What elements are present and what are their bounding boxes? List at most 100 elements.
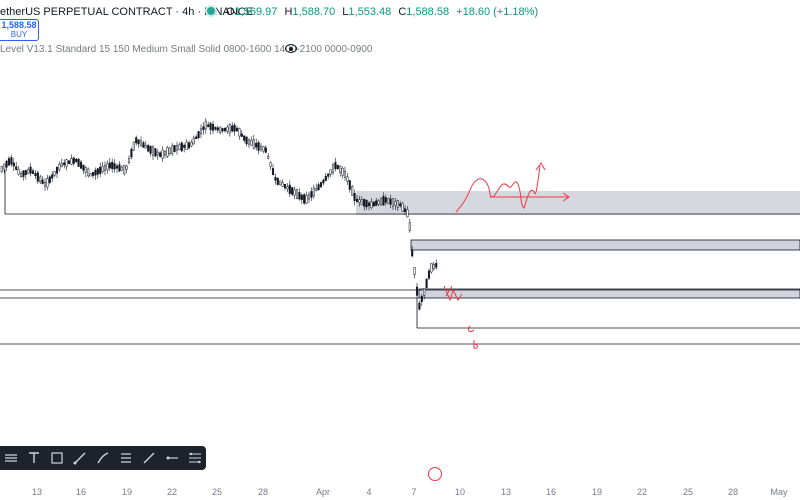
- candle-body: [39, 176, 42, 183]
- candle-body: [259, 145, 263, 150]
- candle-body: [159, 152, 162, 157]
- candle-body: [31, 170, 35, 174]
- candle-body: [351, 186, 354, 196]
- candle-body: [274, 177, 277, 181]
- rectangle-icon[interactable]: [46, 446, 69, 470]
- projection-drawing[interactable]: [455, 162, 546, 213]
- candle-body: [276, 177, 279, 185]
- x-tick: 16: [545, 487, 557, 497]
- candle-body: [139, 140, 143, 147]
- x-tick: 19: [121, 487, 133, 497]
- low-key: L: [342, 6, 349, 18]
- buy-price: 1,588.58: [1, 20, 37, 30]
- candle-body: [396, 200, 399, 208]
- candle-body: [79, 161, 83, 169]
- b-mark[interactable]: [473, 340, 478, 349]
- candle-body: [123, 164, 126, 175]
- candle-body: [240, 133, 243, 137]
- candle-body: [75, 158, 78, 162]
- candle-body: [300, 194, 303, 200]
- candle-body: [106, 163, 109, 170]
- candle-body: [209, 123, 212, 131]
- candle-body: [178, 144, 181, 151]
- candle-body: [245, 136, 248, 145]
- candle-body: [115, 165, 119, 169]
- market-status-icon[interactable]: [207, 7, 215, 15]
- candle-body: [372, 201, 375, 207]
- eye-icon[interactable]: [285, 44, 297, 53]
- candle-body: [317, 184, 320, 191]
- supply-zone[interactable]: [356, 191, 800, 215]
- buy-price-button[interactable]: 1,588.58 BUY: [0, 19, 39, 41]
- close-value: 1,588.58: [406, 6, 450, 18]
- time-axis[interactable]: 13 16 19 22 25 28 Apr 4 7 10 13 16 19 22…: [0, 483, 800, 500]
- candle-body: [84, 167, 87, 173]
- x-tick: 28: [257, 487, 269, 497]
- fib-retracement-icon[interactable]: [183, 446, 206, 470]
- bounce-drawing[interactable]: [443, 285, 463, 302]
- text-tool-icon[interactable]: [23, 446, 46, 470]
- candle-body: [346, 176, 349, 182]
- candle-body: [310, 191, 313, 198]
- candle-body: [305, 195, 308, 204]
- symbol-title[interactable]: etherUS PERPETUAL CONTRACT · 4h · BINANC…: [0, 6, 254, 18]
- a-mark[interactable]: [467, 325, 475, 333]
- resistance-zone[interactable]: [410, 239, 800, 251]
- candle-body: [151, 146, 155, 156]
- candle-body: [87, 168, 90, 177]
- candle-body: [324, 175, 327, 181]
- change-value: +18.60 (+1.18%): [456, 6, 539, 18]
- price-chart[interactable]: [0, 0, 800, 483]
- price-range-icon[interactable]: [114, 446, 137, 470]
- long-position-icon[interactable]: [0, 446, 23, 470]
- candle-body: [111, 161, 114, 169]
- pen-icon[interactable]: [92, 446, 115, 470]
- candle-body: [377, 200, 380, 205]
- candle-body: [91, 171, 95, 176]
- demand-zone[interactable]: [418, 288, 800, 299]
- candle-body: [89, 173, 92, 177]
- candle-body: [187, 142, 191, 149]
- candle-body: [281, 182, 284, 187]
- candle-body: [252, 139, 255, 149]
- candle-body: [175, 145, 179, 151]
- ohlc-readout: O1,569.97 H1,588.70 L1,553.48 C1,588.58 …: [226, 6, 542, 18]
- candle-body: [27, 169, 30, 174]
- candle-body: [46, 178, 49, 188]
- candle-body: [29, 166, 32, 174]
- horizontal-ray-icon[interactable]: [160, 446, 183, 470]
- indicator-legend[interactable]: Level V13.1 Standard 15 150 Medium Small…: [0, 44, 373, 55]
- candle-body: [425, 278, 428, 289]
- candle-body: [82, 164, 85, 171]
- candle-body: [387, 198, 390, 204]
- candle-body: [202, 126, 205, 131]
- x-tick: 22: [166, 487, 178, 497]
- candle-body: [279, 180, 282, 186]
- candle-body: [331, 164, 335, 173]
- replay-icon[interactable]: [428, 467, 442, 481]
- x-tick: 4: [366, 487, 372, 497]
- candle-body: [34, 173, 37, 177]
- candle-body: [22, 170, 25, 177]
- candle-body: [108, 162, 111, 169]
- candle-body: [77, 158, 80, 167]
- x-tick: 7: [411, 487, 417, 497]
- candle-body: [7, 158, 11, 166]
- target-arrow[interactable]: [490, 192, 570, 202]
- trendline-icon[interactable]: [137, 446, 160, 470]
- candle-body: [286, 186, 289, 190]
- candle-body: [401, 202, 404, 212]
- candle-body: [67, 160, 71, 165]
- candle-body: [41, 179, 44, 184]
- candle-body: [267, 155, 270, 159]
- candle-body: [255, 142, 258, 148]
- brush-icon[interactable]: [69, 446, 92, 470]
- candle-body: [173, 145, 176, 152]
- candle-body: [291, 187, 294, 195]
- candle-body: [430, 263, 433, 273]
- x-tick: 19: [591, 487, 603, 497]
- candle-body: [298, 192, 301, 200]
- candle-body: [295, 189, 299, 199]
- candle-body: [370, 201, 373, 208]
- candle-body: [223, 127, 227, 132]
